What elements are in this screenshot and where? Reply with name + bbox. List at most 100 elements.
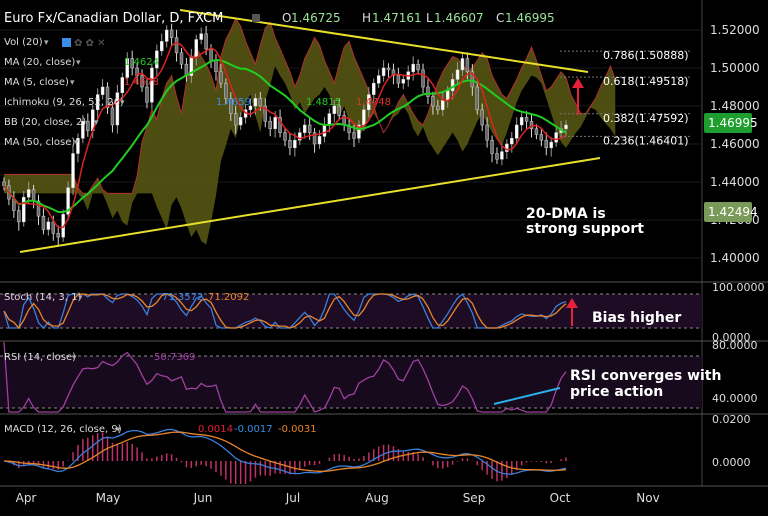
settings-icon[interactable]: [252, 14, 260, 22]
candle: [150, 63, 154, 110]
annotation-rsi-line2: price action: [570, 384, 663, 400]
candle: [411, 56, 415, 81]
macd-value-3: -0.0031: [278, 424, 317, 435]
candle: [17, 205, 21, 231]
candle: [312, 127, 317, 153]
indicator-ma50-label: MA (50, close): [4, 137, 75, 148]
fib-level-label: 0.382(1.47592): [603, 112, 689, 125]
time-axis-label: Apr: [16, 491, 37, 505]
eye-icon[interactable]: [62, 38, 71, 47]
macd-signal-line: [3, 431, 567, 472]
chevron-down-icon: ▾: [78, 293, 83, 303]
annotation-rsi-line1: RSI converges with: [570, 368, 721, 384]
candle: [110, 101, 115, 133]
indicator-ma5[interactable]: MA (5, close) ▾ 1.4678: [4, 77, 159, 88]
indicator-ma20[interactable]: MA (20, close) ▾ 1.4624: [4, 57, 159, 68]
chevron-down-icon: ▾: [44, 38, 49, 48]
candle: [115, 84, 120, 134]
candle: [41, 208, 46, 235]
price-tick-label: 1.52000: [710, 23, 760, 37]
candle: [169, 23, 174, 46]
secondary-price-badge: [704, 202, 752, 222]
annotation-support-line2: strong support: [526, 221, 644, 237]
price-panel: 0.786(1.50888) 0.618(1.49518) 0.382(1.4759…: [0, 0, 702, 282]
candle: [564, 120, 568, 137]
indicator-vol-label: Vol (20): [4, 37, 43, 48]
rsi-trendline: [493, 387, 561, 405]
annotation-bias: Bias higher: [592, 310, 681, 326]
candle: [36, 194, 41, 225]
candle: [376, 69, 381, 88]
price-tick-label: 1.40000: [710, 251, 760, 265]
candle: [480, 103, 484, 132]
candle: [372, 78, 376, 104]
candle: [332, 99, 337, 123]
time-axis-label: Aug: [365, 491, 388, 505]
candle: [224, 78, 228, 105]
indicator-vol[interactable]: Vol (20) ▾ ✿ ✿ ✕: [4, 37, 106, 49]
fib-level-label: 0.236(1.46401): [603, 134, 689, 147]
price-tick-label: 1.48000: [710, 99, 760, 113]
rsi-tick-40: 40.0000: [712, 392, 758, 405]
candle: [524, 111, 529, 129]
candle: [367, 86, 371, 118]
ma20-line: [3, 58, 567, 214]
current-price-label: 1.46995: [708, 116, 758, 130]
candle: [46, 217, 51, 236]
candle: [357, 120, 361, 144]
candle: [396, 67, 401, 88]
stoch-d-line: [3, 293, 567, 330]
chevron-down-icon: ▾: [74, 138, 79, 148]
indicator-ichimoku[interactable]: Ichimoku (9, 26, 52, 26) ▾ 1.4659 1.4815…: [4, 97, 391, 108]
candle: [303, 118, 307, 139]
candle: [22, 190, 26, 227]
stoch-label[interactable]: Stoch (14, 3, 1): [4, 292, 81, 303]
candle: [145, 79, 149, 109]
fib-level-label: 0.786(1.50888): [603, 49, 689, 62]
up-arrow-main: [572, 78, 584, 115]
ohlc-open-value: 1.46725: [291, 11, 341, 25]
ohlc-high-label: H: [362, 11, 371, 25]
macd-label[interactable]: MACD (12, 26, close, 9): [4, 424, 122, 435]
candle: [199, 27, 203, 45]
candle: [455, 62, 460, 85]
candle: [514, 117, 519, 144]
candle: [500, 143, 504, 166]
up-arrow-stoch: [566, 298, 578, 326]
indicator-ichimoku-label: Ichimoku (9, 26, 52, 26): [4, 97, 124, 108]
candle: [431, 91, 435, 115]
candle: [174, 29, 179, 62]
indicator-ma50[interactable]: MA (50, close) ▾: [4, 137, 79, 148]
candle: [263, 98, 267, 128]
ohlc-high-value: 1.47161: [372, 11, 422, 25]
macd-tick-0200: 0.0200: [712, 413, 751, 426]
candle: [381, 60, 386, 82]
candle: [56, 225, 60, 246]
macd-value-1: 0.0014: [198, 424, 233, 435]
candle: [337, 98, 341, 121]
indicator-bb[interactable]: BB (20, close, 2) ▾: [4, 117, 99, 128]
indicator-vol-controls[interactable]: ✿ ✿ ✕: [74, 38, 106, 49]
candle: [81, 114, 85, 144]
indicator-ma20-value: 1.4624: [124, 57, 159, 68]
ohlc-close-label: C: [496, 11, 504, 25]
candle: [278, 109, 282, 138]
candle: [534, 124, 539, 140]
header-legend: Euro Fx/Canadian Dollar, D, FXCM O 1.467…: [4, 11, 555, 26]
candle: [386, 63, 391, 78]
price-tick-label: 1.46000: [710, 137, 760, 151]
indicator-legend: Vol (20) ▾ ✿ ✿ ✕ MA (20, close) ▾ 1.4624…: [4, 37, 391, 148]
macd-tick-0000: 0.0000: [712, 456, 751, 469]
macd-histogram: [8, 432, 567, 484]
candle: [155, 44, 159, 77]
candles-layer: [2, 23, 568, 246]
indicator-ma20-label: MA (20, close): [4, 57, 75, 68]
rsi-band: [0, 356, 702, 408]
price-tick-label: 1.44000: [710, 175, 760, 189]
candle: [485, 117, 489, 148]
rsi-label[interactable]: RSI (14, close): [4, 352, 76, 363]
candle: [76, 133, 80, 163]
chevron-down-icon: ▾: [72, 353, 77, 363]
candle: [288, 133, 292, 156]
resistance-trendline: [179, 9, 589, 73]
